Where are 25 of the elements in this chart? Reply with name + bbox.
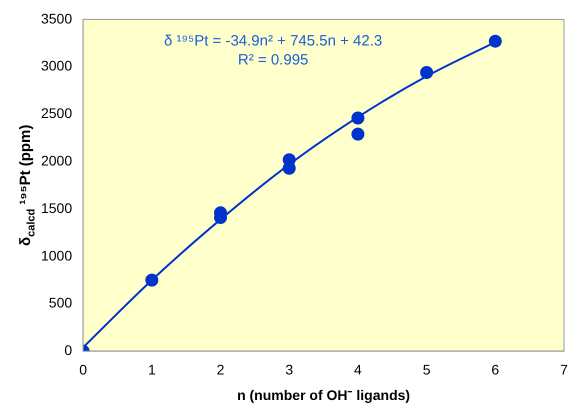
- y-tick-label: 500: [48, 294, 72, 311]
- x-tick-label: 6: [491, 361, 500, 378]
- annotation: δ ¹⁹⁵Pt = -34.9n² + 745.5n + 42.3: [164, 32, 382, 50]
- x-tick-label: 3: [285, 361, 294, 378]
- y-axis-title: δcalcd ¹⁹⁵Pt (ppm): [17, 124, 38, 246]
- x-tick-label: 5: [422, 361, 431, 378]
- y-tick-label: 0: [64, 342, 72, 358]
- x-tick-label: 1: [148, 361, 156, 378]
- x-tick-label: 0: [79, 361, 88, 378]
- y-tick-label: 3000: [40, 58, 72, 74]
- x-axis-title: n (number of OH⁻ ligands): [237, 387, 410, 403]
- y-tick-label: 3500: [40, 10, 72, 26]
- x-tick-label: 7: [560, 361, 568, 378]
- y-tick-label: 2500: [40, 105, 72, 122]
- x-tick-label: 2: [216, 361, 225, 378]
- point: [420, 66, 434, 79]
- point: [488, 34, 502, 48]
- point: [351, 111, 364, 124]
- y-tick-label: 1500: [40, 200, 72, 216]
- y-tick-label: 1000: [40, 247, 72, 264]
- point: [145, 274, 158, 287]
- y-tick-label: 2000: [40, 152, 72, 168]
- x-tick-label: 4: [354, 361, 362, 378]
- point: [351, 128, 364, 141]
- annotation: R² = 0.995: [238, 51, 308, 68]
